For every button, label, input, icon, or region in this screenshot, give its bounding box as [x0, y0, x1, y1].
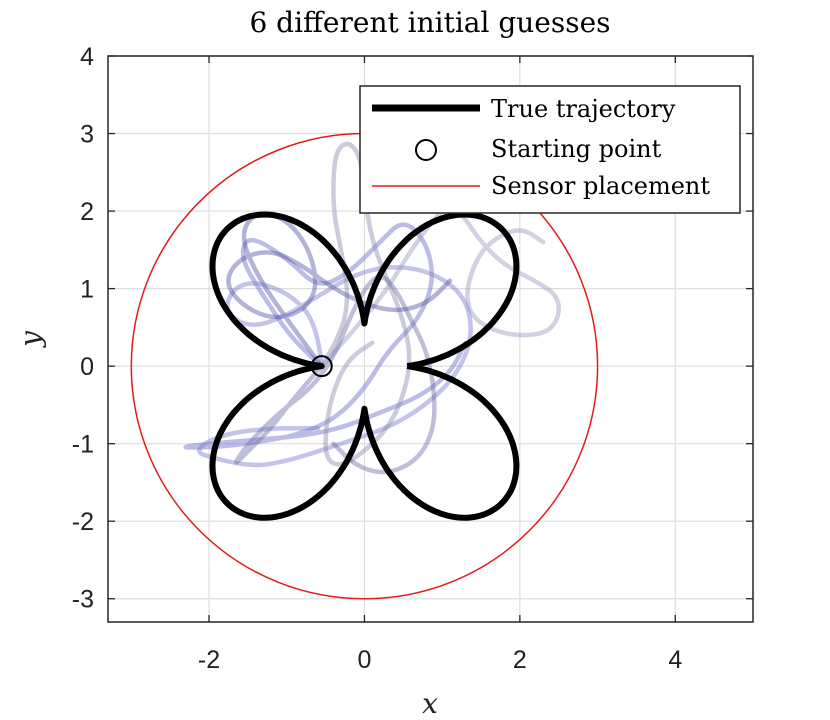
y-tick-label-2: -1: [72, 431, 94, 459]
y-tick-label-0: -3: [72, 586, 94, 614]
tick-marks: [108, 55, 753, 622]
y-tick-label-6: 3: [80, 121, 94, 149]
guess-trajectory-4: [319, 204, 561, 369]
guess-trajectories: [183, 141, 561, 475]
guess-trajectory-6: [226, 211, 453, 369]
legend-label-starting-point: Starting point: [491, 135, 662, 163]
x-tick-label-0: -2: [198, 646, 220, 674]
x-tick-label-3: 4: [668, 646, 682, 674]
y-tick-labels: -3 -2 -1 0 1 2 3 4: [72, 43, 94, 614]
true-trajectory-layer: [209, 211, 520, 521]
legend-swatch-starting-point: [415, 139, 437, 161]
true-trajectory-line: [209, 211, 520, 521]
legend-label-true-trajectory: True trajectory: [491, 95, 676, 123]
guess-trajectory-1: [183, 222, 468, 450]
legend-label-sensor-placement: Sensor placement: [491, 172, 710, 200]
legend: True trajectory Starting point Sensor pl…: [359, 85, 741, 214]
y-axis-label: y: [14, 330, 47, 349]
plot-area-frame: [107, 55, 754, 623]
x-axis-label: x: [422, 687, 438, 720]
guess-trajectory-2: [197, 265, 473, 468]
guess-trajectory-3: [319, 141, 412, 467]
x-tick-label-1: 0: [357, 646, 371, 674]
y-tick-label-5: 2: [80, 198, 94, 226]
starting-point-layer: [310, 355, 333, 378]
x-tick-labels: -2 0 2 4: [198, 646, 682, 674]
x-tick-label-2: 2: [513, 646, 527, 674]
chart-title: 6 different initial guesses: [249, 6, 610, 39]
guess-trajectory-5: [233, 274, 437, 475]
y-tick-label-1: -2: [72, 508, 94, 536]
y-tick-label-4: 1: [80, 276, 94, 304]
starting-point-marker: [310, 355, 333, 378]
y-tick-label-7: 4: [80, 43, 94, 71]
y-tick-label-3: 0: [80, 353, 94, 381]
